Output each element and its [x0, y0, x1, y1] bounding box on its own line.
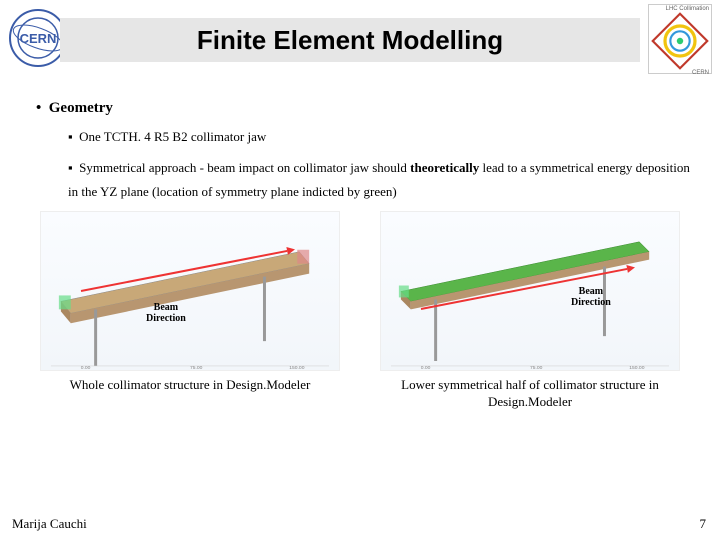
bullet-one-tcth: ▪ One TCTH. 4 R5 B2 collimator jaw [68, 125, 692, 150]
slide-header: CERN Finite Element Modelling LHC Collim… [0, 0, 720, 78]
cern-logo: CERN [8, 8, 68, 68]
caption-right: Lower symmetrical half of collimator str… [380, 377, 680, 411]
section-geometry: • Geometry [36, 100, 692, 117]
figure-right: 0.00 75.00 150.00 BeamDirection Lower sy… [380, 211, 680, 411]
svg-text:150.00: 150.00 [629, 365, 644, 371]
bullet-symmetrical: ▪ Symmetrical approach - beam impact on … [68, 156, 692, 205]
slide-title: Finite Element Modelling [197, 25, 503, 56]
beam-direction-label-left: BeamDirection [146, 302, 186, 324]
figure-right-image: 0.00 75.00 150.00 BeamDirection [380, 211, 680, 371]
caption-left: Whole collimator structure in Design.Mod… [40, 377, 340, 394]
title-bar: Finite Element Modelling [60, 18, 640, 62]
footer-author: Marija Cauchi [12, 516, 87, 532]
figures-row: 0.00 75.00 150.00 BeamDirection Whole co… [0, 211, 720, 411]
svg-text:CERN: CERN [20, 31, 57, 46]
slide-body: • Geometry ▪ One TCTH. 4 R5 B2 collimato… [0, 78, 720, 205]
svg-text:150.00: 150.00 [289, 365, 304, 371]
page-number: 7 [700, 516, 707, 532]
svg-text:75.00: 75.00 [530, 365, 543, 371]
svg-text:75.00: 75.00 [190, 365, 203, 371]
figure-left: 0.00 75.00 150.00 BeamDirection Whole co… [40, 211, 340, 411]
figure-left-image: 0.00 75.00 150.00 BeamDirection [40, 211, 340, 371]
svg-text:0.00: 0.00 [81, 365, 91, 371]
beam-direction-label-right: BeamDirection [571, 286, 611, 308]
lhc-collimation-logo: LHC Collimation CERN [648, 4, 712, 74]
svg-text:0.00: 0.00 [421, 365, 431, 371]
